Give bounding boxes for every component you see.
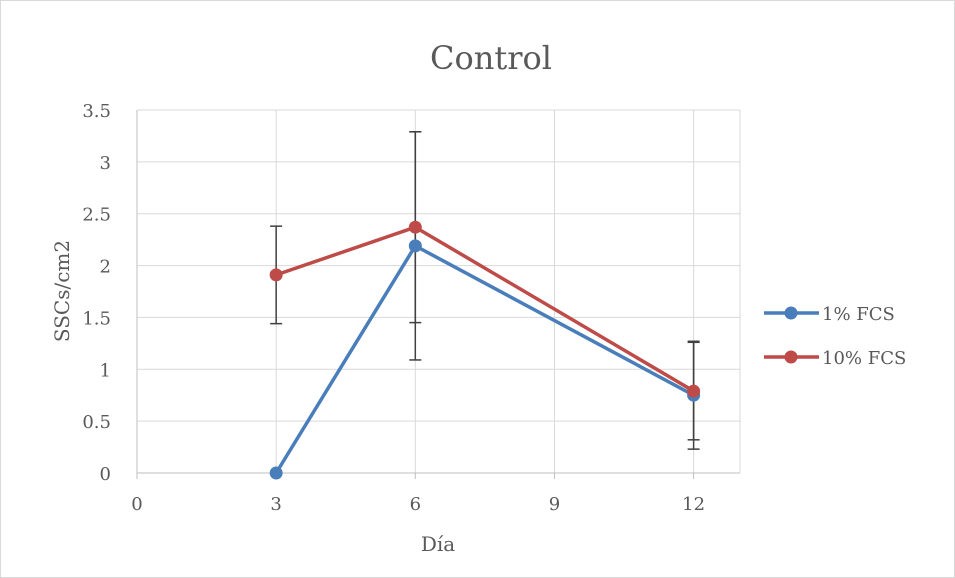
series-lines <box>269 220 701 480</box>
y-tick-label: 3 <box>100 153 111 174</box>
y-tick-label: 0 <box>100 464 111 485</box>
legend-swatch-marker <box>784 350 798 364</box>
data-point <box>269 268 283 282</box>
series-line-2 <box>275 225 695 393</box>
axes <box>136 110 741 474</box>
x-tick-label: 6 <box>410 494 421 515</box>
data-point <box>687 384 701 398</box>
y-tick-label: 3.5 <box>82 101 111 122</box>
data-point <box>269 466 283 480</box>
series-line-1 <box>274 244 695 474</box>
gridlines <box>137 109 740 473</box>
data-point <box>408 220 422 234</box>
y-tick-label: 1 <box>100 360 111 381</box>
legend-label: 10% FCS <box>822 348 906 369</box>
x-tick-label: 12 <box>682 494 705 515</box>
y-tick-label: 2.5 <box>82 205 111 226</box>
x-tick-label: 3 <box>270 494 281 515</box>
x-axis-label: Día <box>421 532 455 556</box>
data-point <box>408 239 422 253</box>
chart-title: Control <box>430 39 552 77</box>
y-axis-ticks: 0 0.5 1 1.5 2 2.5 3 3.5 <box>82 101 111 485</box>
x-axis-ticks: 0 3 6 9 12 <box>131 473 705 515</box>
x-tick-label: 9 <box>549 494 560 515</box>
y-tick-label: 0.5 <box>82 412 111 433</box>
legend-swatch-marker <box>784 306 798 320</box>
legend: 1% FCS 10% FCS <box>764 304 906 369</box>
x-tick-label: 0 <box>131 494 142 515</box>
y-tick-label: 1.5 <box>82 308 111 329</box>
error-bars <box>270 131 700 450</box>
y-tick-label: 2 <box>100 257 111 278</box>
y-axis-label: SSCs/cm2 <box>50 240 74 342</box>
legend-label: 1% FCS <box>822 304 895 325</box>
